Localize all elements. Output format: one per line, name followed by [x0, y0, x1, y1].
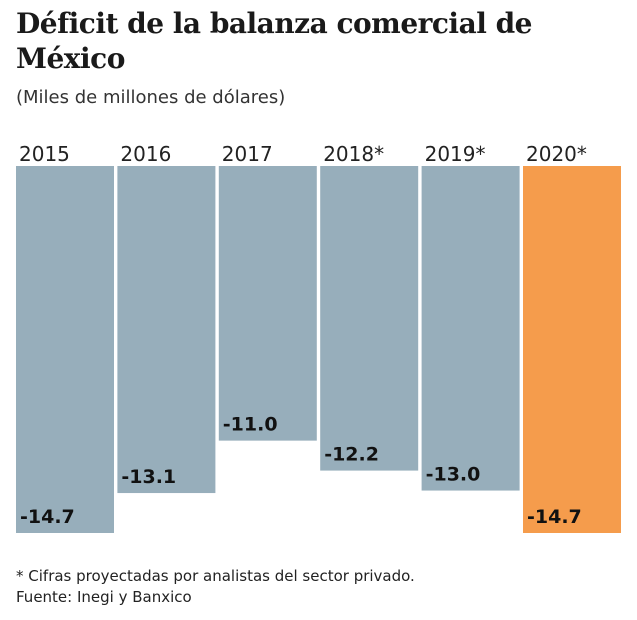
value-label: -14.7 [20, 506, 75, 528]
value-label: -13.0 [426, 464, 481, 486]
bar-2016 [117, 166, 216, 494]
category-label: 2017 [222, 142, 273, 166]
bar-chart: 2015 -14.7 2016 -13.1 2017 -11.0 2018* -12.2 201… [16, 142, 621, 533]
value-label: -12.2 [324, 444, 379, 466]
category-label: 2018* [323, 142, 384, 166]
footnote: * Cifras proyectadas por analistas del s… [16, 567, 415, 585]
category-label: 2019* [425, 142, 486, 166]
value-label: -11.0 [223, 414, 278, 436]
bar-2020 [523, 166, 621, 533]
bar-2015 [16, 166, 114, 533]
category-label: 2015 [19, 142, 70, 166]
bar-2018 [320, 166, 419, 471]
chart-title: Déficit de la balanza comercial de Méxic… [16, 7, 532, 75]
value-label: -13.1 [121, 466, 176, 488]
bar-2017 [218, 166, 317, 441]
category-label: 2020* [526, 142, 587, 166]
source: Fuente: Inegi y Banxico [16, 588, 192, 606]
chart-subtitle: (Miles de millones de dólares) [16, 87, 286, 108]
bar-2019 [421, 166, 520, 491]
category-label: 2016 [120, 142, 171, 166]
value-label: -14.7 [527, 506, 582, 528]
